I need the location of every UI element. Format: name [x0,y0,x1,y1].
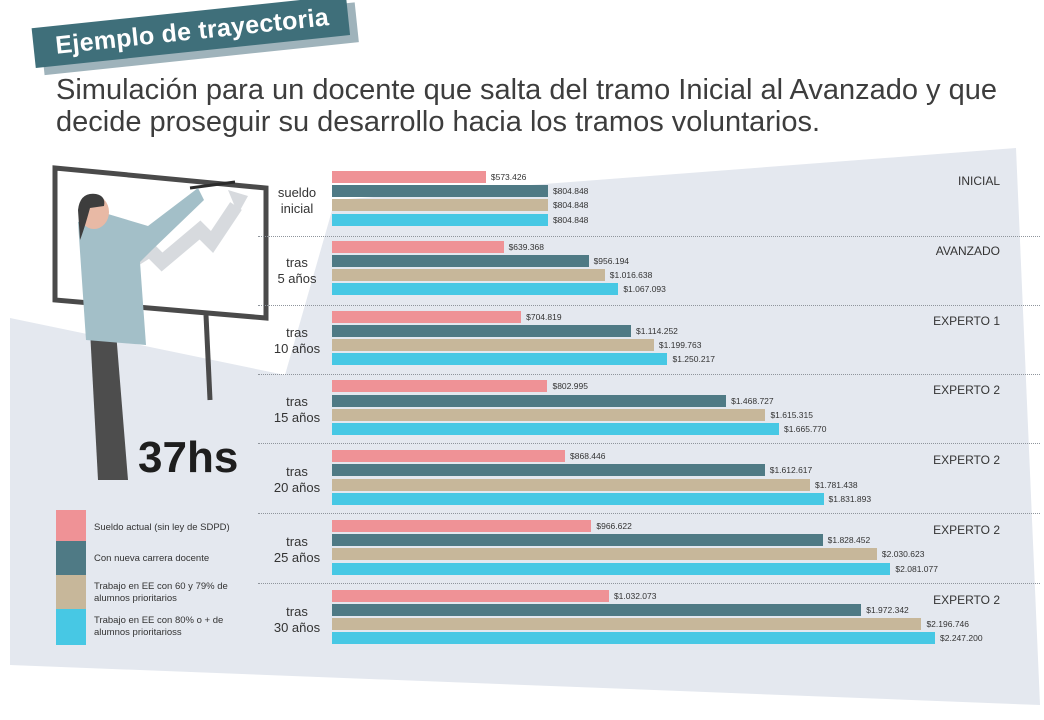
bar-value-label: $573.426 [490,172,527,182]
bar-value-label: $1.972.342 [866,605,909,615]
bar-actual [332,450,566,463]
hours-label: 37hs [138,433,239,482]
bar-nueva [332,394,727,407]
pointer-stick [189,180,236,190]
subtitle-line-2: decide proseguir su desarrollo hacia los… [56,106,821,138]
group-separator [258,583,1040,584]
legend-label: Con nueva carrera docente [94,553,210,564]
legend-swatch [56,541,86,577]
bar-ee80 [332,423,779,435]
bar-nueva [332,185,548,198]
bar-value-label: $1.615.315 [770,409,813,420]
category-label: tras 10 años [273,324,321,356]
bar-value-label: $2.030.623 [881,549,925,560]
bar-ee80 [332,353,668,366]
bar-ee80 [332,562,891,575]
bar-nueva [332,324,631,337]
bar-value-label: $2.247.200 [940,633,983,644]
bar-ee80 [332,283,619,296]
bar-actual [332,171,486,183]
teacher-legs [90,330,128,480]
legend-label: Sueldo actual (sin ley de SDPD) [94,522,230,533]
bar-actual [332,520,592,532]
bar-actual [332,240,504,253]
category-label: sueldo inicial [277,185,317,216]
bar-value-label: $1.199.763 [658,340,702,350]
whiteboard-leg [203,314,213,401]
tier-label: EXPERTO 2 [933,592,1000,607]
category-label: tras 15 años [273,394,321,426]
bar-value-label: $966.622 [596,521,632,531]
bar-value-label: $1.468.727 [731,395,774,406]
subtitle-line-1: Simulación para un docente que salta del… [56,74,997,106]
group-separator [258,305,1040,306]
subtitle: Simulación para un docente que salta del… [56,74,1016,138]
bar-ee80 [332,213,548,226]
bar-value-label: $1.612.617 [769,465,813,476]
group-separator [258,513,1040,514]
bar-value-label: $804.848 [552,214,589,225]
bar-nueva [332,255,589,267]
bar-value-label: $1.016.638 [609,270,653,281]
legend-item-ee60: Trabajo en EE con 60 y 79% de alumnos pri… [56,575,266,611]
legend-item-actual: Sueldo actual (sin ley de SDPD) [56,510,266,546]
bar-value-label: $2.081.077 [895,563,938,574]
bar-value-label: $1.114.252 [635,325,678,336]
bar-ee80 [332,492,824,505]
legend-label: Trabajo en EE con 60 y 79% de alumnos pri… [94,581,228,604]
legend-item-nueva: Con nueva carrera docente [56,541,266,577]
category-label: tras 20 años [273,464,321,496]
tier-label: EXPERTO 2 [933,453,1000,468]
bar-value-label: $2.196.746 [926,619,969,630]
legend-swatch [56,609,86,645]
bar-value-label: $868.446 [570,451,606,462]
bar-ee60 [332,199,548,212]
tier-label: EXPERTO 1 [933,313,1000,328]
bar-actual [332,310,522,323]
bar-ee60 [332,618,922,631]
group-separator [258,236,1040,237]
bar-ee60 [332,548,877,561]
bar-value-label: $639.368 [508,241,545,252]
legend-item-ee80: Trabajo en EE con 80% o + de alumnos prio… [56,609,266,645]
bar-actual [332,589,609,602]
bar-actual [332,380,548,393]
bar-value-label: $1.828.452 [827,535,871,546]
legend-swatch [56,510,86,546]
bar-nueva [332,534,823,547]
bar-ee80 [332,632,935,645]
category-label: tras 5 años [277,254,317,286]
bar-value-label: $1.032.073 [613,590,657,601]
bar-value-label: $802.995 [552,381,588,392]
category-label: tras 30 años [273,603,321,635]
bar-value-label: $1.665.770 [783,424,827,434]
group-separator [258,443,1040,444]
bar-value-label: $704.819 [526,311,562,322]
bar-value-label: $956.194 [593,256,630,266]
bar-value-label: $804.848 [552,186,589,197]
tier-label: EXPERTO 2 [933,383,1000,398]
bar-ee60 [332,339,654,351]
bar-value-label: $1.781.438 [815,479,858,490]
bar-nueva [332,604,862,616]
bar-value-label: $1.067.093 [623,284,666,295]
legend-swatch [56,575,86,611]
bar-value-label: $1.831.893 [828,493,872,504]
bar-ee60 [332,478,811,491]
category-label: tras 25 años [273,534,321,565]
bar-value-label: $804.848 [552,200,589,211]
bar-nueva [332,464,765,477]
tier-label: AVANZADO [935,243,1000,258]
bar-ee60 [332,269,605,282]
legend-label: Trabajo en EE con 80% o + de alumnos prio… [94,615,224,638]
teacher-illustration [52,165,269,480]
bar-ee60 [332,408,766,421]
bar-value-label: $1.250.217 [672,354,716,365]
group-separator [258,374,1040,375]
teacher-body [78,188,204,345]
tier-label: INICIAL [957,174,1000,188]
tier-label: EXPERTO 2 [933,523,1000,537]
